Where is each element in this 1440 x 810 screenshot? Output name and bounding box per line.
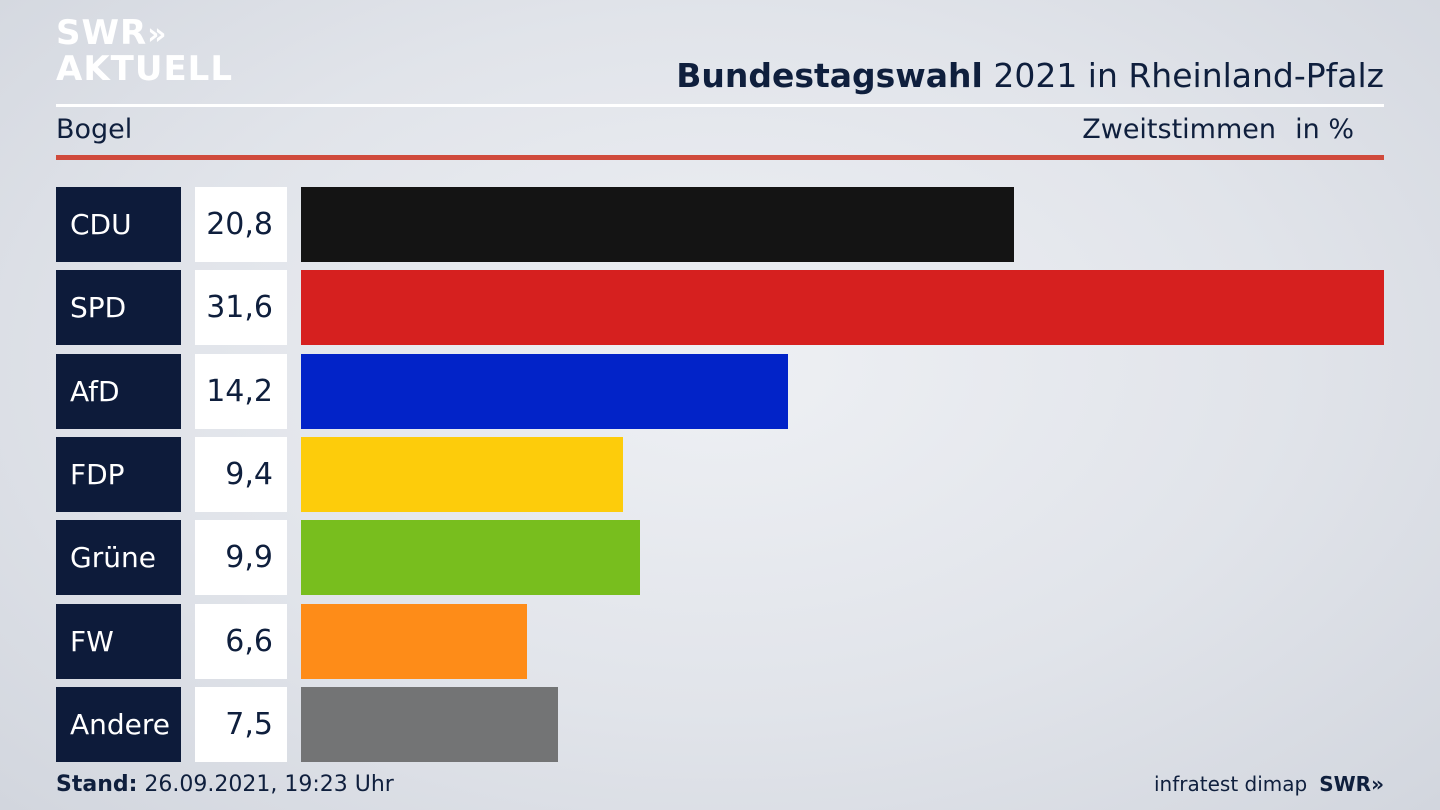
value-label: 9,9 — [195, 520, 287, 596]
chart-title-bold: Bundestagswahl — [676, 56, 983, 95]
party-label: FW — [56, 603, 181, 679]
value-label: 9,4 — [195, 436, 287, 512]
party-label: AfD — [56, 353, 181, 429]
bar — [301, 270, 1384, 346]
bar — [301, 520, 641, 596]
constituency-label: Bogel — [56, 114, 133, 145]
party-label: Grüne — [56, 520, 181, 596]
bar — [301, 603, 528, 679]
vote-type-label: Zweitstimmen — [1082, 114, 1276, 145]
source-label: infratest dimap — [1154, 772, 1308, 796]
party-label: SPD — [56, 270, 181, 346]
bar-row: FDP 9,4 — [56, 436, 1384, 512]
bar — [301, 686, 559, 762]
header-divider — [56, 104, 1384, 107]
bar-row: Andere 7,5 — [56, 686, 1384, 762]
chart-title-rest: 2021 in Rheinland-Pfalz — [982, 56, 1384, 95]
bar-row: SPD 31,6 — [56, 270, 1384, 346]
value-label: 7,5 — [195, 686, 287, 762]
bar — [301, 436, 624, 512]
timestamp-value: 26.09.2021, 19:23 Uhr — [137, 772, 394, 797]
value-label: 31,6 — [195, 270, 287, 346]
chart-title: Bundestagswahl 2021 in Rheinland-Pfalz — [676, 56, 1384, 95]
bar — [301, 353, 788, 429]
bar-row: Grüne 9,9 — [56, 520, 1384, 596]
value-label: 20,8 — [195, 187, 287, 262]
bar-row: CDU 20,8 — [56, 187, 1384, 262]
accent-divider — [56, 155, 1384, 160]
swr-aktuell-logo: SWR» AKTUELL — [56, 13, 234, 89]
value-label: 14,2 — [195, 353, 287, 429]
bar-row: FW 6,6 — [56, 603, 1384, 679]
source-credit: infratest dimap SWR» — [1154, 772, 1384, 796]
swr-footer-logo: SWR» — [1319, 772, 1384, 796]
party-label: Andere — [56, 686, 181, 762]
timestamp-label: Stand: — [56, 772, 138, 797]
unit-label: in % — [1295, 114, 1354, 145]
value-label: 6,6 — [195, 603, 287, 679]
bar-row: AfD 14,2 — [56, 353, 1384, 429]
party-label: FDP — [56, 436, 181, 512]
timestamp: Stand: 26.09.2021, 19:23 Uhr — [56, 772, 394, 797]
bar — [301, 187, 1014, 262]
party-label: CDU — [56, 187, 181, 262]
